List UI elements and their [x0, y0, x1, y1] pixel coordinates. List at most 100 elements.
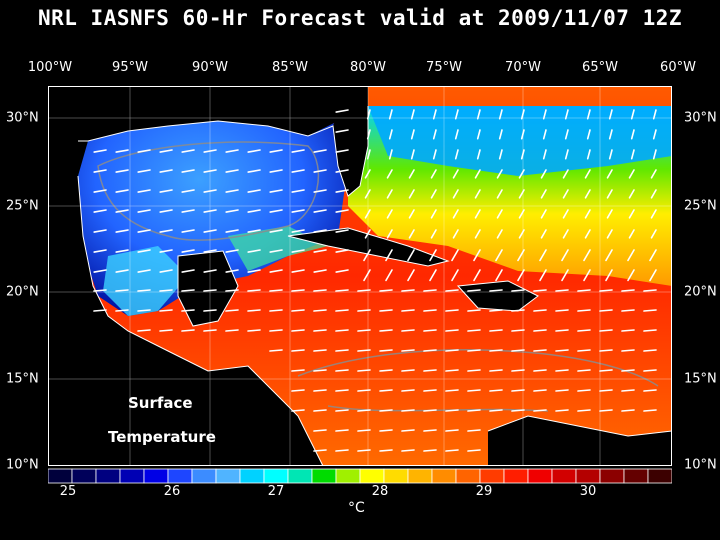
colorbar-swatch: [503, 468, 529, 484]
wind-arrow: [628, 169, 635, 179]
wind-arrow: [518, 189, 525, 199]
wind-arrow: [518, 169, 525, 179]
wind-arrow: [291, 149, 305, 153]
wind-arrow: [643, 389, 657, 392]
wind-arrow: [115, 269, 129, 273]
wind-arrow: [432, 109, 437, 120]
land-hispaniola: [458, 281, 538, 311]
wind-arrow: [313, 409, 327, 412]
lat-label-10n-right: 10°N: [684, 457, 717, 473]
wind-arrow: [489, 349, 503, 352]
colorbar-swatch: [71, 468, 97, 484]
wind-arrow: [247, 169, 261, 173]
wind-arrow: [445, 289, 459, 292]
wind-arrow: [430, 189, 437, 199]
wind-arrow: [423, 329, 437, 332]
wind-arrow: [137, 209, 151, 213]
wind-arrow: [628, 209, 635, 219]
wind-arrow: [313, 349, 327, 352]
wind-arrow: [247, 309, 261, 312]
wind-arrow: [247, 189, 261, 193]
wind-arrow: [423, 409, 437, 412]
wind-arrow: [203, 269, 217, 273]
wind-arrow: [379, 289, 393, 292]
wind-arrow: [555, 409, 569, 412]
wind-arrow: [606, 229, 613, 239]
wind-arrow: [137, 149, 151, 153]
colorbar-swatch: [599, 468, 625, 484]
wind-arrow: [313, 149, 327, 153]
lat-label-25n-left: 25°N: [6, 198, 39, 214]
wind-arrow: [159, 209, 173, 213]
wind-arrow: [577, 369, 591, 372]
colorbar-swatch: [479, 468, 505, 484]
wind-arrow: [423, 369, 437, 372]
wind-arrow: [401, 429, 415, 432]
wind-arrow: [408, 189, 415, 199]
wind-arrow: [496, 189, 503, 199]
wind-arrow: [335, 109, 349, 113]
lat-label-20n-right: 20°N: [684, 284, 717, 300]
wind-arrow: [401, 409, 415, 412]
wind-arrow: [247, 289, 261, 292]
wind-arrow: [366, 109, 371, 120]
wind-arrow: [269, 289, 283, 292]
wind-arrow: [93, 249, 107, 253]
wind-arrow: [562, 189, 569, 199]
wind-arrow: [335, 429, 349, 432]
wind-arrow: [489, 409, 503, 412]
wind-arrow: [495, 269, 503, 282]
wind-arrow: [363, 269, 371, 282]
wind-arrow: [291, 369, 305, 372]
wind-arrow: [388, 149, 393, 160]
colorbar-tick-25: 25: [59, 484, 77, 499]
graticule: [48, 86, 672, 466]
wind-arrow: [269, 209, 283, 213]
wind-arrow: [474, 209, 481, 219]
sst-map: [48, 86, 672, 466]
land-north-america: [48, 86, 348, 331]
lon-label-100w: 100°W: [27, 60, 73, 75]
colorbar-tick-29: 29: [475, 484, 493, 499]
wind-arrow: [159, 329, 173, 332]
wind-arrow: [225, 329, 239, 332]
wind-arrow: [555, 389, 569, 392]
wind-arrow: [410, 129, 415, 140]
wind-arrow: [621, 349, 635, 352]
wind-arrow: [517, 269, 525, 282]
colorbar-swatch: [455, 468, 481, 484]
lon-label-90w: 90°W: [192, 60, 228, 75]
wind-arrow: [432, 149, 437, 160]
wind-arrow: [429, 269, 437, 282]
wind-arrow: [533, 389, 547, 392]
lat-label-15n-left: 15°N: [6, 371, 39, 387]
wind-arrow: [489, 369, 503, 372]
land-central-america: [48, 331, 323, 466]
gulf-warm-patch: [103, 246, 188, 316]
wind-arrow: [518, 209, 525, 219]
wind-arrow: [520, 109, 525, 120]
wind-arrow: [291, 329, 305, 332]
wind-arrow: [533, 309, 547, 312]
wind-arrow: [93, 189, 107, 193]
wind-arrow: [452, 169, 459, 179]
wind-arrow: [335, 269, 349, 273]
wind-arrow: [476, 109, 481, 120]
wind-arrow: [630, 149, 635, 160]
wind-arrow: [430, 229, 437, 239]
wind-arrow: [313, 429, 327, 432]
colorbar-swatch: [311, 468, 337, 484]
wind-arrow: [451, 269, 459, 282]
wind-arrow: [584, 189, 591, 199]
wind-arrow: [599, 409, 613, 412]
wind-arrow: [386, 209, 393, 219]
wind-arrow: [627, 269, 635, 282]
colorbar-tick-26: 26: [163, 484, 181, 499]
wind-arrow: [225, 209, 239, 213]
wind-arrow: [467, 429, 481, 432]
wind-arrow: [451, 249, 459, 262]
colorbar-swatch: [119, 468, 145, 484]
wind-arrow: [364, 169, 371, 179]
wind-arrow: [159, 309, 173, 312]
wind-arrow: [291, 409, 305, 412]
